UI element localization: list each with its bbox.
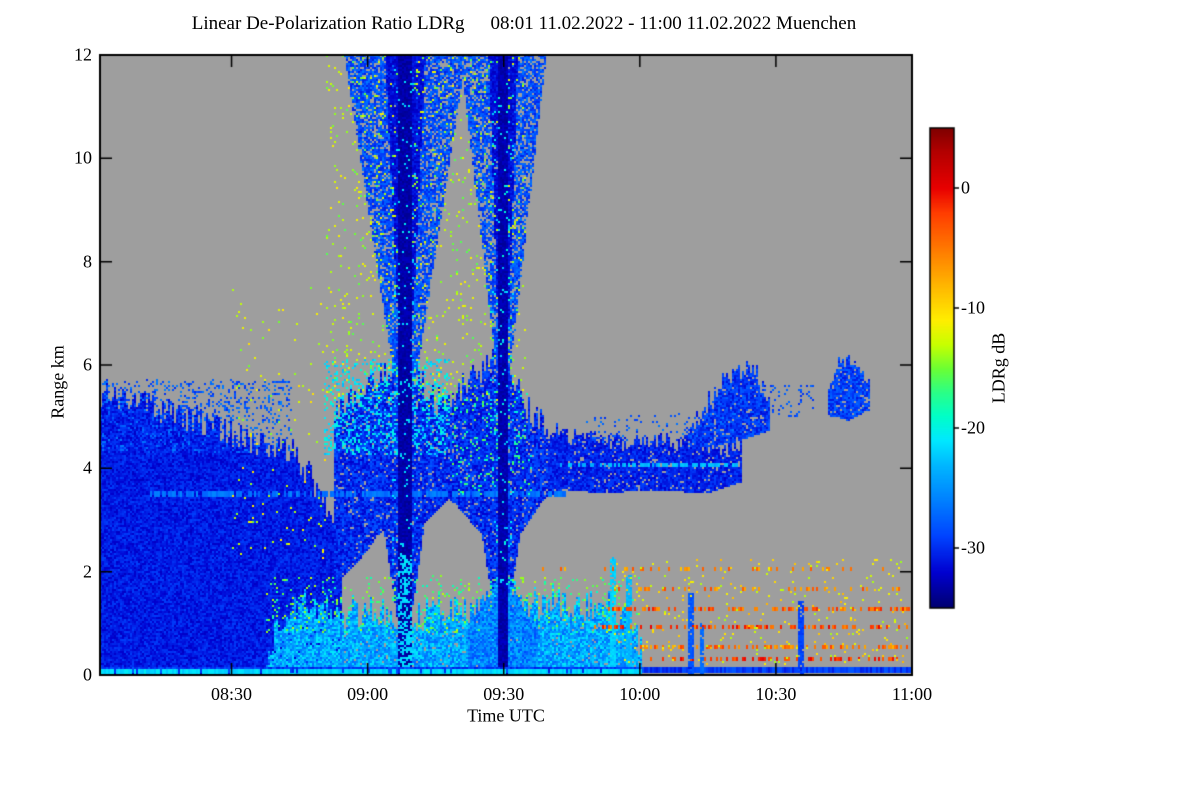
colorbar-tick-label: -10 xyxy=(961,297,985,318)
x-tick-label: 09:00 xyxy=(347,684,389,704)
x-tick-label: 09:30 xyxy=(483,684,525,704)
y-tick-label: 6 xyxy=(83,354,92,375)
x-tick-label: 08:30 xyxy=(211,684,253,704)
y-tick-label: 0 xyxy=(83,664,92,685)
x-tick-label: 10:30 xyxy=(755,684,797,704)
y-axis-label: Range km xyxy=(47,345,68,419)
x-axis-label: Time UTC xyxy=(467,705,545,726)
y-tick-label: 4 xyxy=(83,457,92,478)
y-tick-label: 10 xyxy=(74,147,92,168)
chart-title: Linear De-Polarization Ratio LDRg 08:01 1… xyxy=(0,13,1048,35)
y-tick-label: 8 xyxy=(83,251,92,272)
colorbar-tick-label: -30 xyxy=(961,537,985,558)
x-tick-label: 11:00 xyxy=(891,684,933,704)
chart-title-text: Linear De-Polarization Ratio LDRg xyxy=(191,13,465,34)
y-tick-label: 12 xyxy=(74,44,92,65)
chart-title-period: 08:01 11.02.2022 - 11:00 11.02.2022 Muen… xyxy=(490,13,857,34)
colorbar-tick-label: 0 xyxy=(961,177,970,198)
colorbar-label: LDRg dB xyxy=(988,332,1009,404)
x-tick-label: 10:00 xyxy=(619,684,661,704)
colorbar-tick-label: -20 xyxy=(961,417,985,438)
y-tick-label: 2 xyxy=(83,561,92,582)
